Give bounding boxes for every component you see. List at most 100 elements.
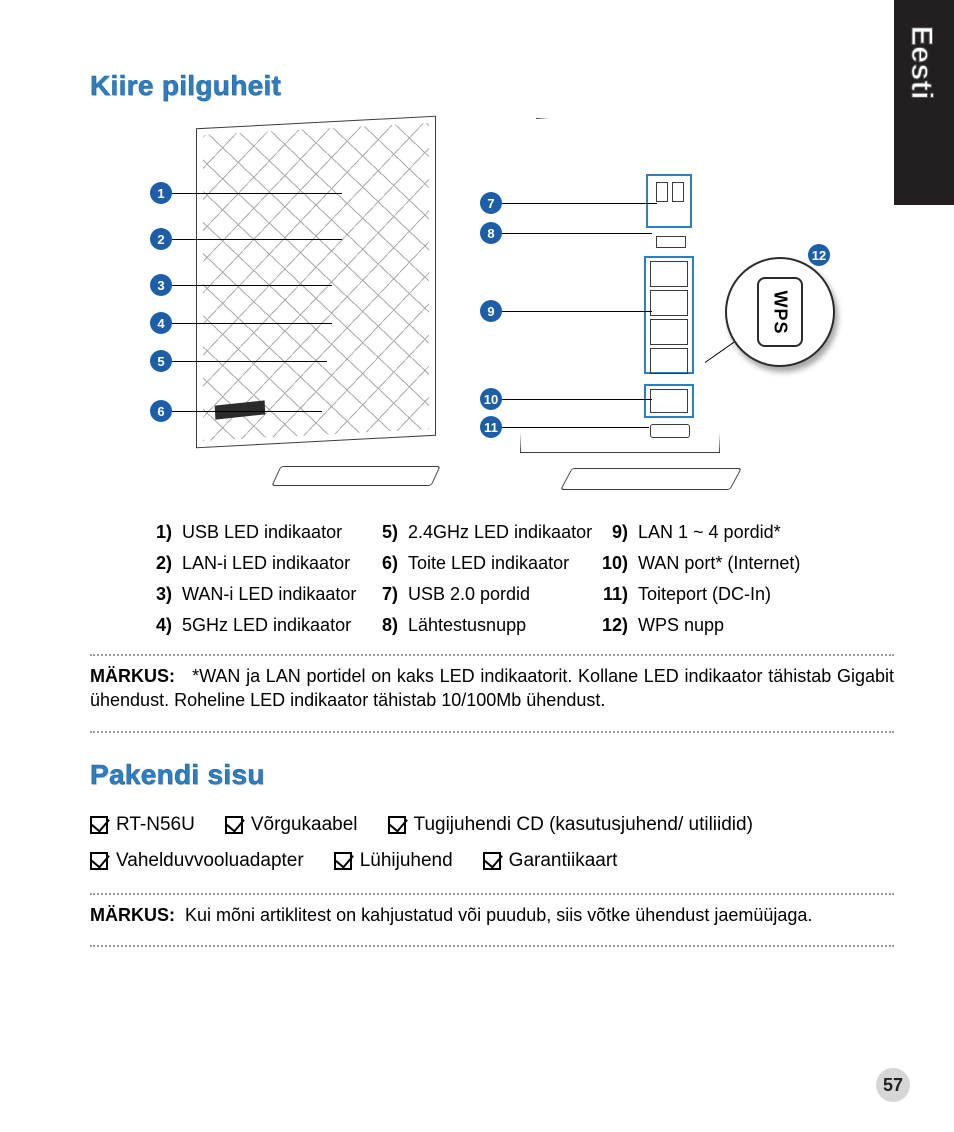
package-item-label: Võrgukaabel — [251, 807, 358, 843]
lead-9 — [502, 311, 652, 312]
lead-8 — [502, 233, 652, 234]
device-front — [186, 122, 446, 482]
legend-text: WPS nupp — [638, 615, 808, 636]
device-back — [500, 118, 750, 488]
package-row: Vahelduvvooluadapter Lühijuhend Garantiika… — [90, 843, 894, 879]
callout-7: 7 — [480, 192, 502, 214]
package-contents: RT-N56U Võrgukaabel Tugijuhendi CD (kasutu… — [90, 807, 894, 879]
dc-in — [650, 424, 690, 438]
package-item-label: Lühijuhend — [360, 843, 453, 879]
lead-10 — [502, 399, 652, 400]
check-icon — [334, 852, 352, 870]
rj-port — [650, 319, 688, 345]
divider — [90, 893, 894, 895]
section-title-quicklook: Kiire pilguheit — [90, 70, 894, 102]
reset-button — [656, 236, 686, 248]
callout-1: 1 — [150, 182, 172, 204]
package-item-label: Garantiikaart — [509, 843, 618, 879]
legend-text: WAN port* (Internet) — [638, 553, 808, 574]
legend-num: 8) — [376, 615, 404, 636]
legend-num: 5) — [376, 522, 404, 543]
legend-num: 11) — [602, 584, 634, 605]
lan-panel — [644, 256, 694, 374]
legend-num: 7) — [376, 584, 404, 605]
device-diagram: 1 2 3 4 5 6 — [90, 112, 894, 512]
check-icon — [90, 852, 108, 870]
wps-label: WPS — [770, 290, 791, 334]
package-item: Vahelduvvooluadapter — [90, 843, 304, 879]
wps-button-icon: WPS — [757, 277, 803, 347]
callout-5: 5 — [150, 350, 172, 372]
back-base — [560, 468, 742, 490]
callout-8: 8 — [480, 222, 502, 244]
note-body: *WAN ja LAN portidel on kaks LED indikaa… — [90, 666, 894, 710]
check-icon — [483, 852, 501, 870]
package-item-label: RT-N56U — [116, 807, 195, 843]
note-body: Kui mõni artiklitest on kahjustatud või … — [185, 905, 812, 925]
legend-text: USB 2.0 pordid — [408, 584, 598, 605]
language-tab-label: Eesti — [904, 26, 938, 100]
check-icon — [90, 816, 108, 834]
legend-text: 2.4GHz LED indikaator — [408, 522, 598, 543]
lead-5 — [172, 361, 327, 362]
lead-7 — [502, 203, 657, 204]
callout-6: 6 — [150, 400, 172, 422]
check-icon — [225, 816, 243, 834]
package-item: Tugijuhendi CD (kasutusjuhend/ utiliidid… — [388, 807, 753, 843]
legend-text: 5GHz LED indikaator — [182, 615, 372, 636]
front-panel — [196, 116, 436, 449]
section-title-package: Pakendi sisu — [90, 759, 894, 791]
legend-num: 1) — [150, 522, 178, 543]
lead-11 — [502, 427, 649, 428]
callout-12: 12 — [808, 244, 830, 266]
legend-text: Toite LED indikaator — [408, 553, 598, 574]
legend-text: WAN-i LED indikaator — [182, 584, 372, 605]
callout-9: 9 — [480, 300, 502, 322]
wps-callout: WPS — [725, 257, 835, 367]
legend-num: 12) — [602, 615, 634, 636]
divider — [90, 945, 894, 947]
note-ports: MÄRKUS: *WAN ja LAN portidel on kaks LED… — [90, 664, 894, 713]
rj-port — [650, 290, 688, 316]
legend-num: 9) — [602, 522, 634, 543]
legend-text: Toiteport (DC-In) — [638, 584, 808, 605]
package-row: RT-N56U Võrgukaabel Tugijuhendi CD (kasutu… — [90, 807, 894, 843]
lead-3 — [172, 285, 332, 286]
package-item: Lühijuhend — [334, 843, 453, 879]
check-icon — [388, 816, 406, 834]
usb-panel — [646, 174, 692, 228]
usb-slot — [656, 182, 668, 202]
package-item-label: Vahelduvvooluadapter — [116, 843, 304, 879]
page-number: 57 — [876, 1068, 910, 1102]
callout-11: 11 — [480, 416, 502, 438]
package-item-label: Tugijuhendi CD (kasutusjuhend/ utiliidid… — [414, 807, 753, 843]
legend-text: LAN-i LED indikaator — [182, 553, 372, 574]
legend-num: 4) — [150, 615, 178, 636]
lead-4 — [172, 323, 332, 324]
legend-num: 3) — [150, 584, 178, 605]
back-body — [520, 118, 720, 453]
lead-1 — [172, 193, 342, 194]
front-base — [271, 466, 440, 486]
callout-3: 3 — [150, 274, 172, 296]
package-item: Võrgukaabel — [225, 807, 358, 843]
legend-num: 10) — [602, 553, 634, 574]
rj-port — [650, 389, 688, 413]
page: Eesti Kiire pilguheit 1 2 3 4 5 6 — [0, 0, 954, 1132]
note-label: MÄRKUS: — [90, 666, 175, 686]
divider — [90, 731, 894, 733]
legend-text: Lähtestusnupp — [408, 615, 598, 636]
callout-10: 10 — [480, 388, 502, 410]
lead-2 — [172, 239, 342, 240]
callout-2: 2 — [150, 228, 172, 250]
divider — [90, 654, 894, 656]
note-label: MÄRKUS: — [90, 905, 175, 925]
note-package: MÄRKUS: Kui mõni artiklitest on kahjusta… — [90, 903, 894, 927]
package-item: RT-N56U — [90, 807, 195, 843]
lead-6 — [172, 411, 322, 412]
legend-table: 1)USB LED indikaator5)2.4GHz LED indikaa… — [90, 522, 894, 636]
legend-num: 6) — [376, 553, 404, 574]
legend-text: LAN 1 ~ 4 pordid* — [638, 522, 808, 543]
callout-4: 4 — [150, 312, 172, 334]
hatch-pattern — [203, 123, 429, 441]
